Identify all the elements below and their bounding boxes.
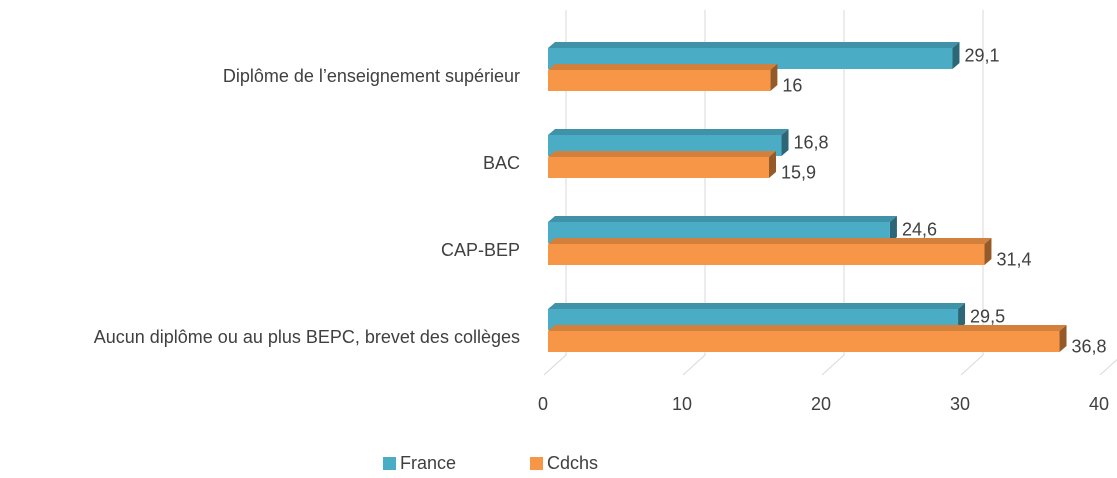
bar-side [770, 64, 778, 91]
legend-label: Cdchs [547, 453, 598, 473]
category-label: BAC [483, 153, 520, 173]
x-tick-label: 40 [1089, 394, 1109, 414]
bar-side [769, 151, 777, 178]
bar [548, 157, 770, 178]
x-tick-label: 10 [672, 394, 692, 414]
value-label: 24,6 [902, 219, 937, 239]
bar-top [548, 303, 966, 309]
value-label: 15,9 [781, 162, 816, 182]
bar [548, 309, 959, 330]
bar [548, 70, 771, 91]
grid-line [960, 10, 984, 376]
x-tick-label: 30 [950, 394, 970, 414]
bar-side [952, 42, 960, 69]
bar-top [548, 238, 992, 244]
value-label: 29,5 [970, 306, 1005, 326]
bar [548, 244, 985, 265]
bar-top [548, 325, 1067, 331]
value-label: 31,4 [996, 249, 1031, 269]
bar [548, 222, 890, 243]
bar-side [984, 238, 992, 265]
bar-top [548, 216, 897, 222]
x-tick-label: 20 [811, 394, 831, 414]
grid-line [821, 10, 845, 376]
value-label: 16,8 [794, 132, 829, 152]
bar-top [548, 42, 960, 48]
grid-line [682, 10, 706, 376]
bar-side [781, 129, 789, 156]
value-label: 36,8 [1072, 336, 1107, 356]
bar-top [548, 151, 777, 157]
x-tick-label: 0 [538, 394, 548, 414]
bar-side [1059, 325, 1067, 352]
legend-swatch [383, 457, 396, 470]
value-label: 29,1 [964, 45, 999, 65]
bar-top [548, 129, 789, 135]
bar-top [548, 64, 778, 70]
bar [548, 135, 782, 156]
bar-side [889, 216, 897, 243]
category-label: Aucun diplôme ou au plus BEPC, brevet de… [94, 327, 520, 347]
category-label: CAP-BEP [441, 240, 520, 260]
grid-line [1099, 358, 1117, 376]
legend-swatch [530, 457, 543, 470]
category-label: Diplôme de l’enseignement supérieur [223, 66, 520, 86]
bar-side [958, 303, 966, 330]
legend-label: France [400, 453, 456, 473]
value-label: 16 [782, 75, 802, 95]
bar [548, 48, 953, 69]
bar [548, 331, 1060, 352]
grid-line [543, 10, 567, 376]
